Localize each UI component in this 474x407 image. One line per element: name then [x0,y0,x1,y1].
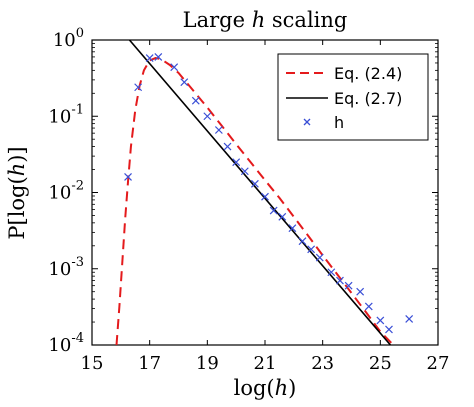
data-point [261,192,269,201]
x-axis-label: log(h) [234,376,297,400]
y-tick-label: 10-3 [48,255,84,280]
data-point [356,287,365,296]
series-eq24-line [115,57,395,345]
series-h-markers [124,52,414,334]
data-point [134,83,143,92]
data-point [298,237,307,246]
y-tick-label: 100 [53,26,84,51]
data-point [327,268,336,277]
data-point [191,96,200,105]
y-tick-label: 10-2 [48,179,84,204]
plot-area [91,39,439,346]
y-tick-labels: 100 10-1 10-2 10-3 10-4 [48,26,84,356]
legend-swatch-h [303,118,311,126]
data-point [145,54,154,62]
data-point [154,52,163,61]
x-tick-label: 17 [138,353,161,374]
legend-label-eq24: Eq. (2.4) [334,64,402,83]
data-point [240,167,249,176]
tick-marks [91,39,439,346]
series [115,40,414,345]
data-point [344,281,353,290]
chart-title: Large h scaling [183,8,348,32]
data-point [214,126,223,134]
data-point [278,212,287,221]
x-tick-label: 21 [254,353,277,374]
series-eq27-line [128,40,392,345]
data-point [315,253,324,262]
x-tick-label: 19 [196,353,219,374]
x-tick-label: 15 [81,353,104,374]
data-point [376,316,385,325]
data-point [364,302,373,311]
x-tick-label: 25 [369,353,392,374]
data-point [223,142,232,151]
y-axis-label: P[log(h)] [5,146,29,239]
data-point [288,224,297,233]
data-point [180,78,189,87]
y-tick-label: 10-1 [48,102,84,127]
data-point [232,158,241,167]
data-point [336,276,344,285]
data-point [307,245,316,254]
data-point [250,179,259,188]
legend-label-h: h [334,113,344,132]
x-tick-label: 23 [311,353,334,374]
x-tick-label: 27 [427,353,450,374]
legend-box [277,53,429,141]
data-point [203,112,212,121]
data-point [385,325,393,334]
y-tick-label: 10-4 [48,331,84,356]
data-point [405,314,414,323]
legend-label-eq27: Eq. (2.7) [334,89,402,108]
x-tick-labels: 15 17 19 21 23 25 27 [81,353,450,374]
legend: Eq. (2.4) Eq. (2.7) h [277,53,429,141]
data-point [269,206,278,215]
data-point [124,173,132,181]
data-point [170,63,179,72]
